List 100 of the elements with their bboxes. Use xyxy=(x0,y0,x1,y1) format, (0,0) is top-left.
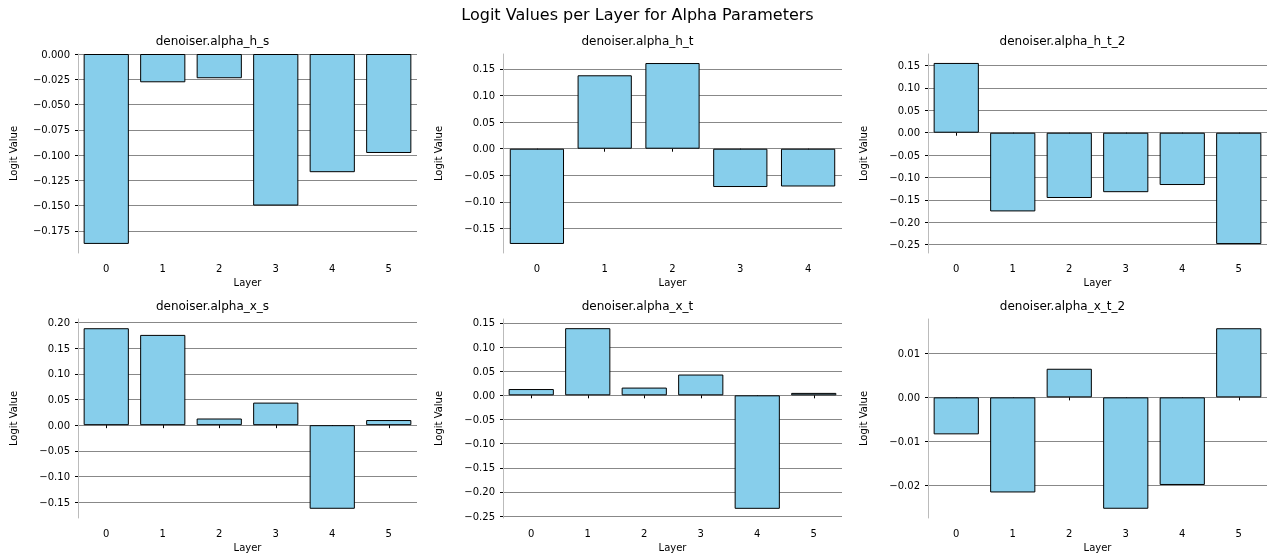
x-tick-label: 0 xyxy=(103,527,110,539)
y-tick-label: −0.150 xyxy=(32,200,70,212)
y-axis-title: Logit Value xyxy=(7,125,19,182)
x-tick-label: 0 xyxy=(953,527,960,539)
bar xyxy=(713,148,768,188)
x-tick-label: 1 xyxy=(601,262,608,274)
text: Logit Values per Layer for Alpha Parameters xyxy=(461,5,814,24)
bar xyxy=(645,63,700,149)
x-tick-label: 4 xyxy=(1179,527,1186,539)
y-tick-label: 0.15 xyxy=(472,63,495,75)
y-tick-label: −0.05 xyxy=(464,169,495,181)
bar xyxy=(366,420,412,426)
y-tick-label: 0.00 xyxy=(472,389,495,401)
x-axis-title: Layer xyxy=(233,277,263,289)
x-tick-label: 3 xyxy=(1122,262,1129,274)
x-tick-label: 3 xyxy=(1122,527,1129,539)
y-tick-label: 0.15 xyxy=(47,342,70,354)
y-tick-label: −0.10 xyxy=(464,438,495,450)
bar xyxy=(780,148,836,187)
y-axis-title: Logit Value xyxy=(432,125,444,182)
y-tick-label: −0.05 xyxy=(39,445,70,457)
x-tick-label: 4 xyxy=(329,262,336,274)
chart-title: denoiser.alpha_x_s xyxy=(155,299,270,313)
bar xyxy=(509,148,565,244)
y-tick-label: 0.05 xyxy=(472,365,495,377)
x-tick-label: 5 xyxy=(1235,262,1242,274)
bar xyxy=(1159,397,1205,485)
bar xyxy=(83,328,129,426)
x-tick-label: 3 xyxy=(272,262,279,274)
x-tick-label: 3 xyxy=(737,262,744,274)
x-axis-title: Layer xyxy=(233,542,263,554)
x-tick-label: 5 xyxy=(385,262,392,274)
y-tick-label: 0.10 xyxy=(472,341,495,353)
y-tick-label: −0.15 xyxy=(889,194,920,206)
x-tick-label: 4 xyxy=(804,262,812,274)
y-tick-label: 0.05 xyxy=(47,394,70,406)
bar xyxy=(1046,368,1092,398)
chart-title: denoiser.alpha_x_t xyxy=(581,299,694,313)
bar xyxy=(734,395,780,509)
bar xyxy=(621,387,667,396)
y-tick-label: −0.10 xyxy=(889,171,920,183)
y-axis-title: Logit Value xyxy=(7,390,19,447)
bar xyxy=(933,397,979,435)
x-tick-label: 0 xyxy=(528,527,535,539)
x-tick-label: 1 xyxy=(159,527,166,539)
x-tick-label: 5 xyxy=(810,527,817,539)
y-tick-label: 0.20 xyxy=(47,317,70,329)
x-tick-label: 4 xyxy=(329,527,336,539)
x-tick-label: 5 xyxy=(385,527,392,539)
x-tick-label: 4 xyxy=(754,527,761,539)
y-tick-label: −0.025 xyxy=(32,73,70,85)
bar xyxy=(196,418,242,426)
x-tick-label: 2 xyxy=(641,527,648,539)
y-tick-label: −0.20 xyxy=(889,216,920,228)
bar xyxy=(565,328,611,396)
bar xyxy=(140,334,186,426)
chart-title: denoiser.alpha_x_t_2 xyxy=(999,299,1126,313)
chart-title: denoiser.alpha_h_s xyxy=(155,34,270,48)
x-tick-label: 1 xyxy=(159,262,166,274)
y-tick-label: −0.10 xyxy=(39,470,70,482)
y-tick-label: −0.15 xyxy=(464,462,495,474)
y-tick-label: −0.050 xyxy=(32,99,70,111)
y-tick-label: −0.125 xyxy=(32,174,70,186)
y-tick-label: 0.05 xyxy=(897,104,920,116)
x-tick-label: 0 xyxy=(953,262,960,274)
y-tick-label: −0.175 xyxy=(32,225,70,237)
y-tick-label: −0.10 xyxy=(464,196,495,208)
chart-title: denoiser.alpha_h_t xyxy=(581,34,694,48)
y-tick-label: −0.25 xyxy=(464,510,495,522)
bar xyxy=(1216,328,1262,398)
y-tick-label: −0.02 xyxy=(889,479,920,491)
y-tick-label: −0.05 xyxy=(889,149,920,161)
x-tick-label: 5 xyxy=(1235,527,1242,539)
bar xyxy=(678,374,724,396)
chart-title: denoiser.alpha_h_t_2 xyxy=(999,34,1126,48)
y-tick-label: 0.10 xyxy=(897,82,920,94)
y-axis-title: Logit Value xyxy=(432,390,444,447)
y-tick-label: 0.10 xyxy=(472,90,495,101)
y-tick-label: −0.25 xyxy=(889,239,920,250)
x-tick-label: 2 xyxy=(1066,527,1073,539)
y-tick-label: 0.00 xyxy=(47,419,70,431)
y-tick-label: −0.15 xyxy=(464,223,495,235)
y-tick-label: 0.000 xyxy=(41,48,70,60)
x-tick-label: 1 xyxy=(584,527,591,539)
x-axis-title: Layer xyxy=(1083,277,1113,289)
y-tick-label: −0.075 xyxy=(32,124,70,136)
x-tick-label: 3 xyxy=(697,527,704,539)
bar xyxy=(253,402,299,426)
y-axis-title: Logit Value xyxy=(857,125,869,182)
x-axis-title: Layer xyxy=(658,542,688,554)
y-tick-label: 0.00 xyxy=(472,143,495,155)
y-tick-label: 0.01 xyxy=(897,347,920,359)
y-tick-label: −0.05 xyxy=(464,413,495,425)
y-tick-label: −0.01 xyxy=(889,435,920,447)
x-tick-label: 2 xyxy=(669,262,676,274)
y-tick-label: −0.100 xyxy=(32,149,70,161)
y-tick-label: 0.15 xyxy=(472,317,495,329)
x-tick-label: 1 xyxy=(1009,262,1016,274)
y-axis-title: Logit Value xyxy=(857,390,869,447)
bar xyxy=(990,397,1036,493)
